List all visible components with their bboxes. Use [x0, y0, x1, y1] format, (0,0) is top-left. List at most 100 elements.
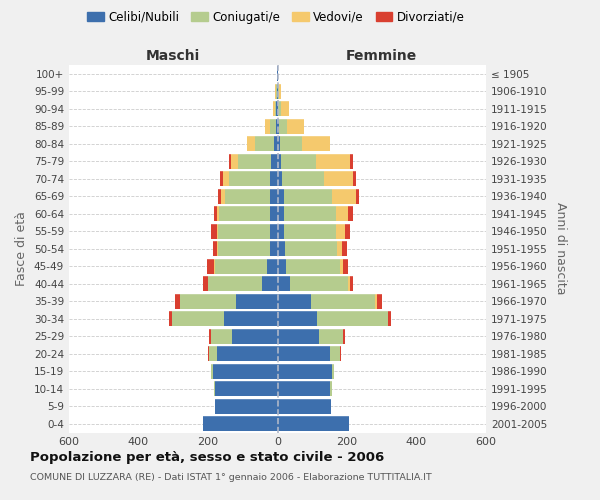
Bar [206, 258, 214, 274]
Bar [255, 136, 274, 152]
Bar [277, 154, 281, 169]
Bar [302, 136, 331, 152]
Bar [332, 188, 356, 204]
Bar [179, 294, 236, 309]
Bar [332, 364, 334, 379]
Bar [285, 241, 337, 256]
Bar [238, 154, 271, 169]
Bar [316, 154, 350, 169]
Bar [290, 276, 348, 291]
Bar [286, 258, 340, 274]
Bar [221, 188, 224, 204]
Bar [229, 154, 230, 169]
Bar [211, 364, 213, 379]
Bar [319, 328, 343, 344]
Bar [337, 241, 343, 256]
Bar [211, 224, 217, 239]
Bar [247, 136, 255, 152]
Bar [348, 276, 350, 291]
Bar [279, 84, 281, 99]
Bar [311, 294, 375, 309]
Bar [350, 154, 353, 169]
Bar [277, 101, 278, 116]
Bar [214, 258, 215, 274]
Bar [214, 206, 217, 222]
Bar [278, 84, 279, 99]
Bar [273, 101, 275, 116]
Bar [213, 364, 277, 379]
Bar [270, 241, 277, 256]
Bar [345, 224, 350, 239]
Bar [277, 346, 329, 362]
Bar [279, 118, 287, 134]
Bar [336, 224, 345, 239]
Bar [276, 118, 277, 134]
Bar [270, 171, 277, 186]
Bar [277, 416, 349, 432]
Bar [209, 328, 211, 344]
Bar [270, 206, 277, 222]
Bar [270, 188, 277, 204]
Bar [265, 118, 269, 134]
Bar [217, 241, 218, 256]
Legend: Celibi/Nubili, Coniugati/e, Vedovi/e, Divorziati/e: Celibi/Nubili, Coniugati/e, Vedovi/e, Di… [82, 6, 470, 28]
Bar [284, 188, 332, 204]
Bar [262, 276, 277, 291]
Bar [331, 381, 332, 396]
Bar [349, 206, 353, 222]
Bar [209, 346, 217, 362]
Bar [214, 381, 215, 396]
Bar [269, 118, 276, 134]
Bar [277, 364, 332, 379]
Bar [267, 258, 277, 274]
Y-axis label: Fasce di età: Fasce di età [16, 212, 28, 286]
Bar [278, 101, 281, 116]
Text: COMUNE DI LUZZARA (RE) - Dati ISTAT 1° gennaio 2006 - Elaborazione TUTTITALIA.IT: COMUNE DI LUZZARA (RE) - Dati ISTAT 1° g… [30, 472, 432, 482]
Bar [213, 241, 217, 256]
Bar [224, 188, 270, 204]
Bar [218, 241, 270, 256]
Bar [388, 311, 391, 326]
Bar [271, 154, 277, 169]
Bar [203, 416, 277, 432]
Bar [277, 224, 284, 239]
Text: Maschi: Maschi [146, 48, 200, 62]
Bar [274, 136, 277, 152]
Bar [220, 206, 270, 222]
Bar [218, 224, 270, 239]
Bar [343, 258, 348, 274]
Bar [329, 346, 340, 362]
Bar [224, 311, 277, 326]
Bar [172, 311, 224, 326]
Bar [287, 118, 304, 134]
Bar [281, 154, 316, 169]
Bar [343, 328, 344, 344]
Bar [356, 188, 359, 204]
Bar [217, 346, 277, 362]
Bar [211, 328, 232, 344]
Bar [208, 346, 209, 362]
Bar [343, 241, 347, 256]
Bar [277, 84, 278, 99]
Bar [215, 258, 267, 274]
Bar [277, 206, 284, 222]
Bar [277, 171, 281, 186]
Bar [277, 258, 286, 274]
Bar [377, 294, 382, 309]
Bar [277, 311, 317, 326]
Text: Popolazione per età, sesso e stato civile - 2006: Popolazione per età, sesso e stato civil… [30, 451, 384, 464]
Bar [175, 294, 179, 309]
Bar [275, 101, 277, 116]
Bar [236, 294, 277, 309]
Bar [350, 276, 353, 291]
Bar [277, 241, 285, 256]
Bar [217, 224, 218, 239]
Bar [353, 171, 356, 186]
Bar [277, 66, 278, 82]
Bar [281, 171, 324, 186]
Bar [277, 398, 331, 414]
Bar [215, 381, 277, 396]
Bar [340, 346, 341, 362]
Bar [277, 294, 311, 309]
Bar [169, 311, 172, 326]
